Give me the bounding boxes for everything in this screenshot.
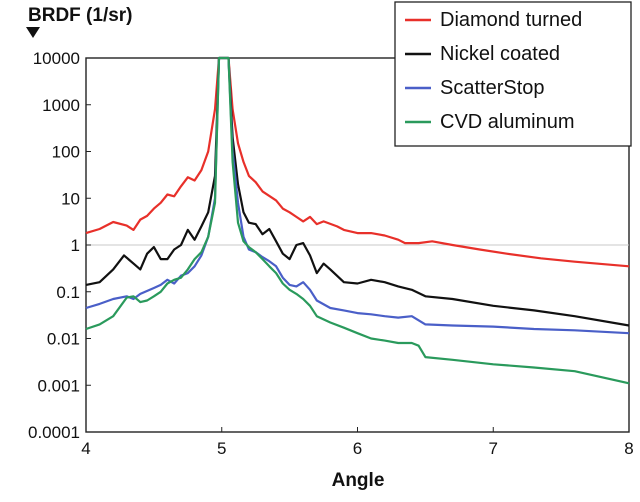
y-tick-label: 10000: [33, 49, 80, 68]
y-tick-label: 0.1: [56, 283, 80, 302]
series-line-nickel-coated: [85, 56, 630, 327]
x-tick-label: 8: [624, 439, 633, 458]
x-axis-title: Angle: [332, 470, 385, 491]
x-tick-label: 4: [81, 439, 90, 458]
series-line-diamond-turned: [85, 56, 630, 268]
y-tick-label: 0.001: [37, 376, 80, 395]
legend-box: [394, 1, 632, 147]
y-tick-label: 100: [52, 143, 80, 162]
x-tick-labels: 4 5 6 7 8: [81, 427, 634, 458]
legend-label: Nickel coated: [440, 43, 560, 65]
x-tick-label: 6: [353, 439, 362, 458]
legend-label: Diamond turned: [440, 9, 582, 31]
legend-label: CVD aluminum: [440, 111, 574, 133]
y-tick-label: 1: [71, 236, 80, 255]
y-axis-title: BRDF (1/sr): [28, 5, 133, 26]
y-tick-label: 0.01: [47, 330, 80, 349]
legend: Diamond turned Nickel coated ScatterStop CV…: [394, 1, 632, 147]
series-line-cvd-aluminum: [85, 56, 630, 385]
x-tick-label: 7: [489, 439, 498, 458]
y-tick-label: 0.0001: [28, 423, 80, 442]
series-group: [85, 56, 630, 385]
y-tick-labels: 10000 1000 100 10 1 0.1 0.01 0.001 0.0001: [28, 49, 91, 442]
x-tick-label: 5: [217, 439, 226, 458]
y-axis-title-arrow-icon: [26, 27, 40, 38]
y-tick-label: 10: [61, 189, 80, 208]
legend-label: ScatterStop: [440, 77, 545, 99]
y-tick-label: 1000: [42, 96, 80, 115]
